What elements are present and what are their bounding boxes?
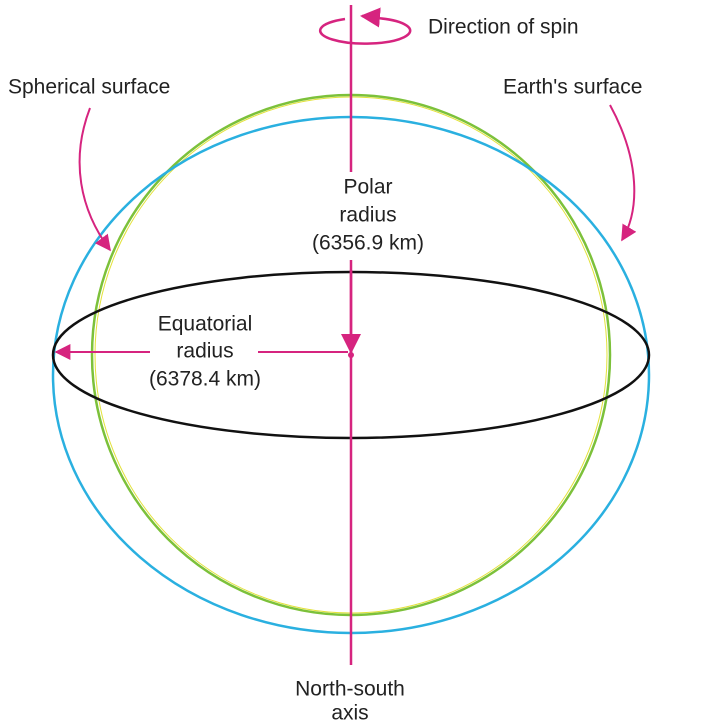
polar-radius-label: radius — [339, 204, 396, 227]
polar-label-bg — [300, 172, 430, 260]
north-south-axis-label: North-south — [295, 678, 405, 701]
north-south-axis-label: axis — [331, 702, 368, 725]
spin-arrow — [360, 7, 381, 28]
direction-of-spin-label: Direction of spin — [428, 16, 579, 39]
equatorial-radius-label: (6378.4 km) — [149, 368, 261, 391]
earths-surface-callout — [609, 104, 637, 242]
equatorial-radius-label: radius — [176, 340, 233, 363]
earths-surface-label: Earth's surface — [503, 76, 642, 99]
equatorial-radius-label: Equatorial — [158, 313, 253, 336]
spherical-surface-callout — [78, 107, 111, 252]
polar-radius-label: Polar — [343, 176, 392, 199]
spin-ellipse — [318, 16, 412, 45]
spherical-surface-label: Spherical surface — [8, 76, 170, 99]
center-point — [348, 352, 354, 358]
polar-radius-label: (6356.9 km) — [312, 232, 424, 255]
